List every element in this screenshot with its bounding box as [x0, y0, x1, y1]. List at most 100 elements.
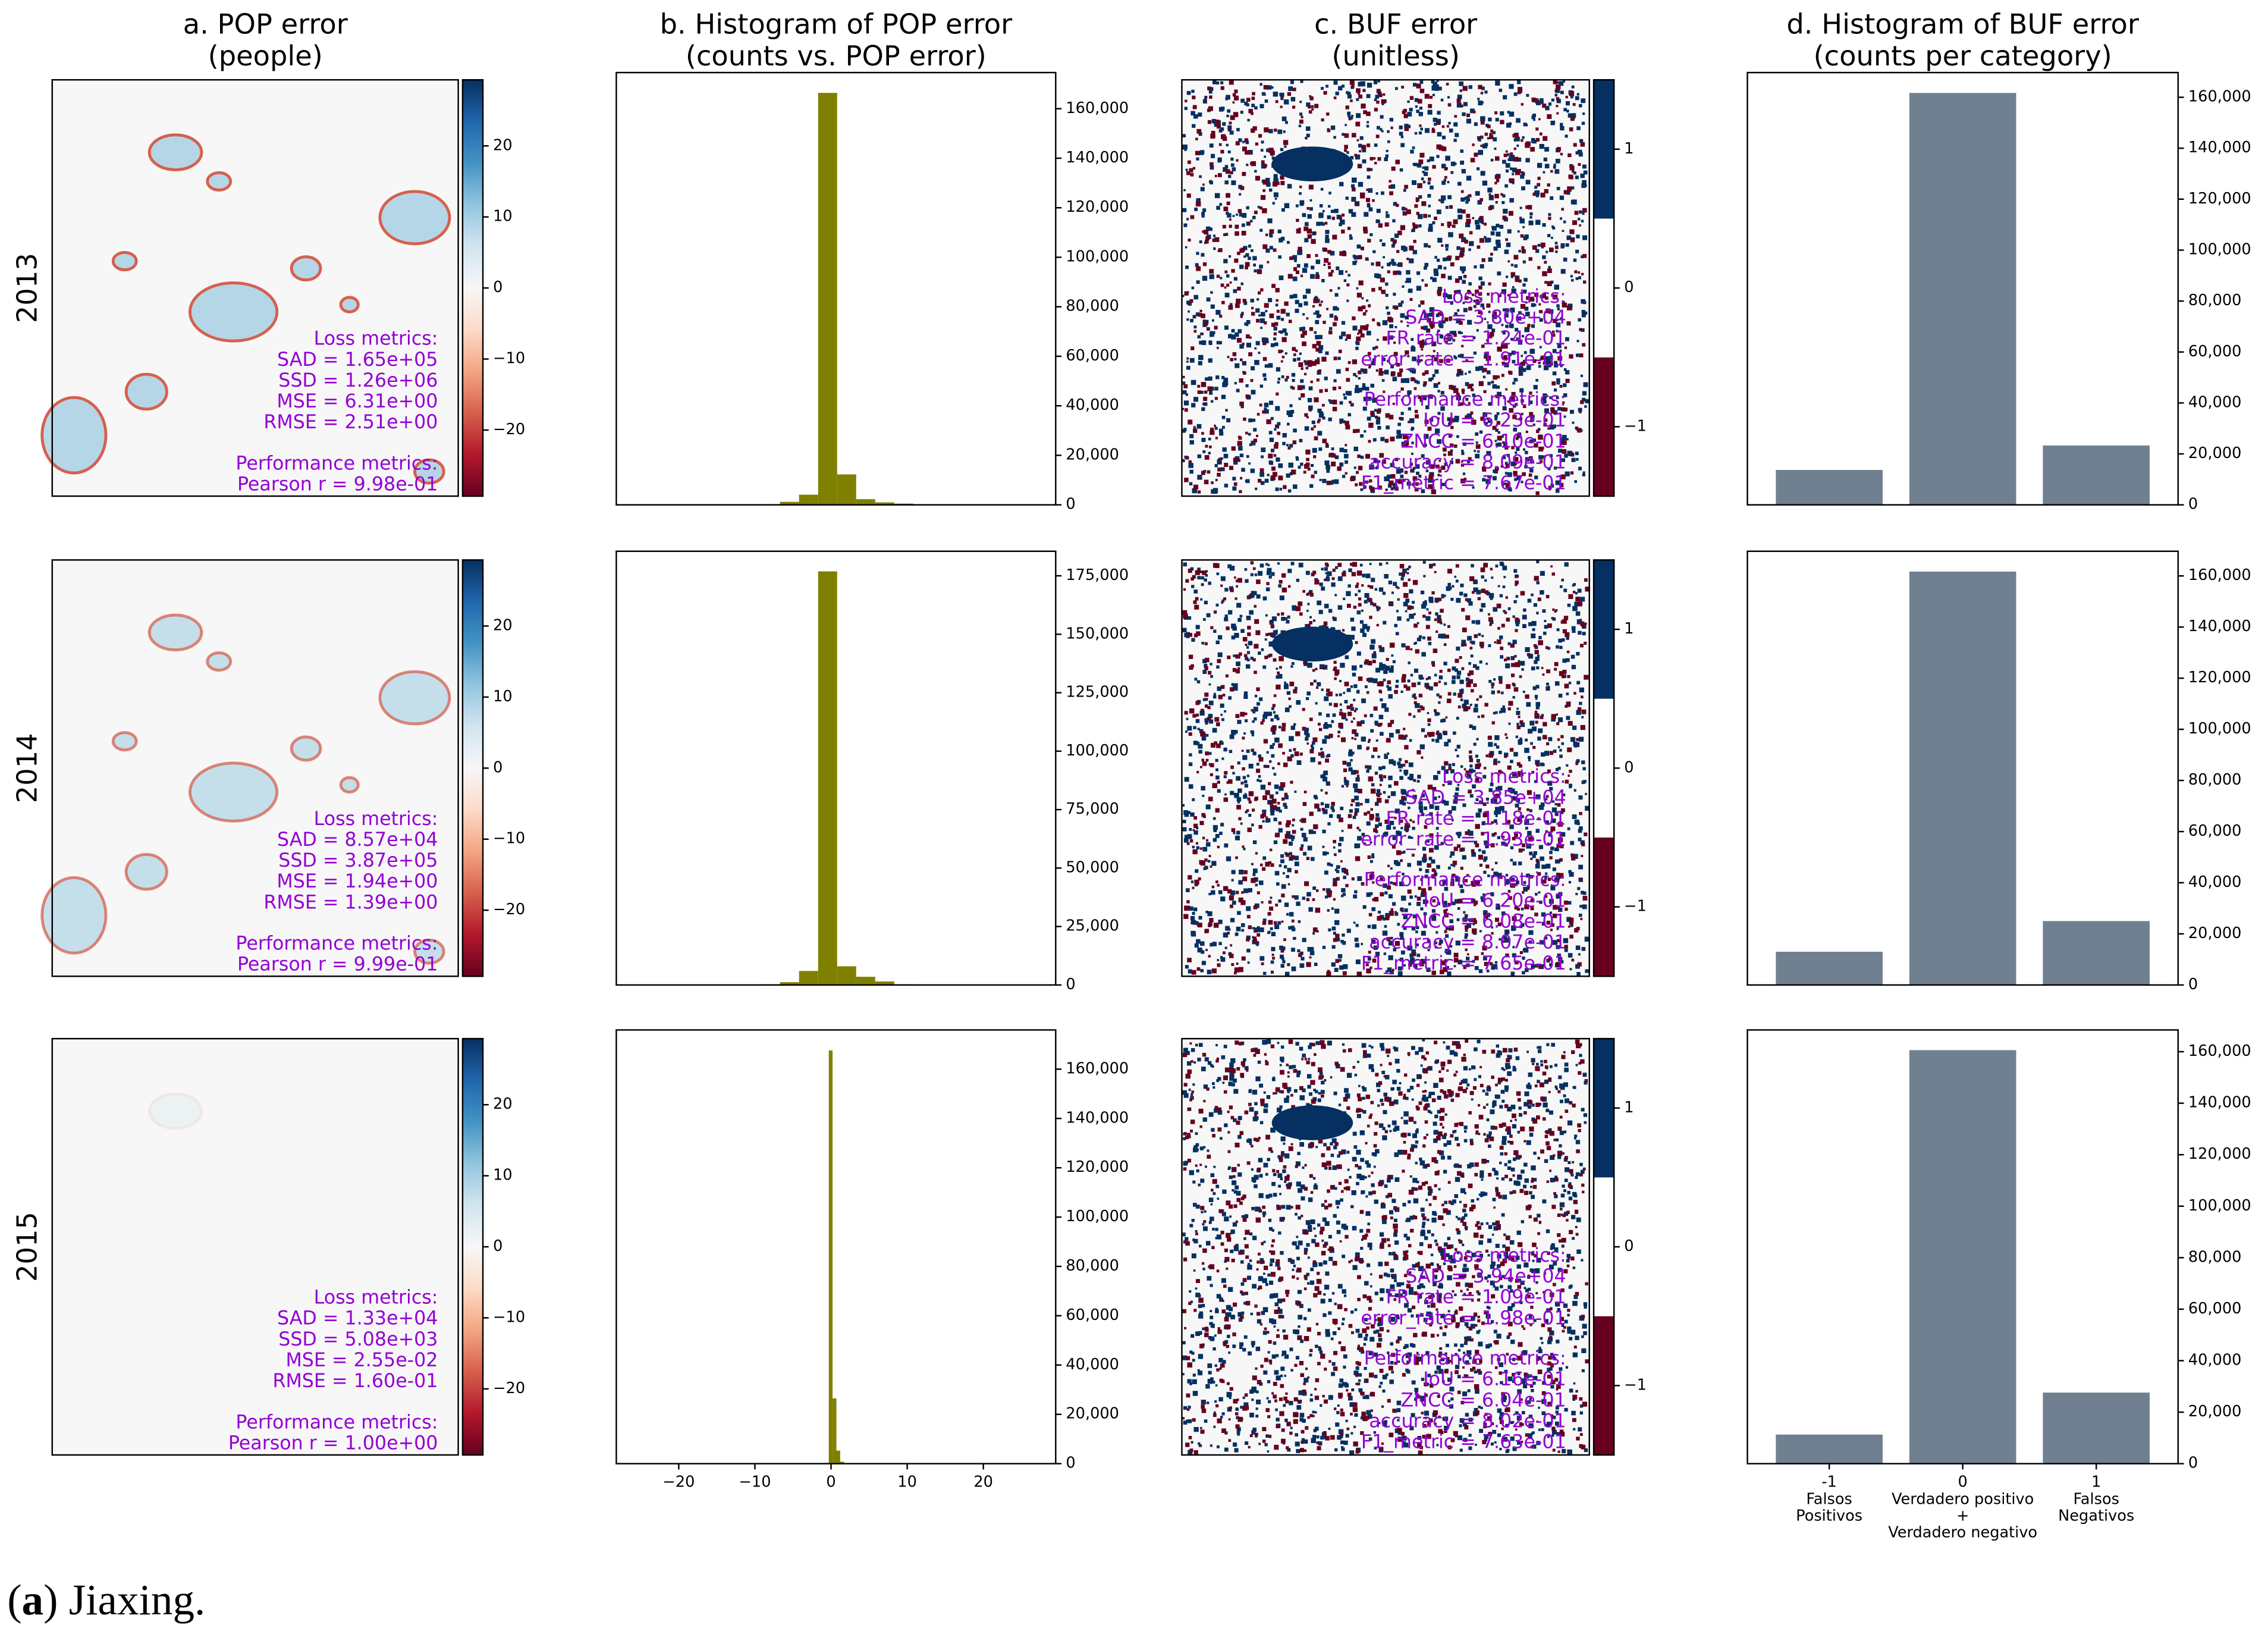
- y-tick-label: 20,000: [2188, 924, 2242, 942]
- colorbar-tick-label: 10: [493, 688, 513, 705]
- y-tick-label: 25,000: [1066, 917, 1119, 935]
- y-tick-label: 175,000: [1066, 566, 1129, 584]
- annotation: SAD = 3.85e+04: [1405, 787, 1566, 808]
- colorbar-segment: [1594, 1177, 1614, 1316]
- y-tick-label: 60,000: [2188, 343, 2242, 360]
- y-tick-label: 140,000: [2188, 617, 2251, 635]
- annotation: SAD = 3.80e+04: [1405, 307, 1566, 328]
- histogram-bar: [799, 494, 818, 505]
- annotation: SSD = 3.87e+05: [278, 850, 438, 871]
- annotation: RMSE = 2.51e+00: [263, 412, 438, 433]
- colorbar-tick-label: 10: [493, 1166, 513, 1184]
- colorbar-tick-label: 1: [1624, 620, 1634, 638]
- y-tick-label: 60,000: [2188, 1300, 2242, 1318]
- y-tick-label: 75,000: [1066, 800, 1119, 818]
- colorbar-tick-label: 0: [1624, 758, 1634, 776]
- colorbar-tick-label: −1: [1624, 417, 1647, 435]
- annotation: F1_metric = 7.65e-01: [1361, 953, 1566, 974]
- y-tick-label: 0: [2188, 976, 2198, 993]
- y-tick-label: 100,000: [2188, 1197, 2251, 1215]
- column-title: a. POP error: [183, 8, 348, 40]
- colorbar-tick-label: 0: [493, 1237, 502, 1255]
- column-title: b. Histogram of POP error: [660, 8, 1013, 40]
- error-blob: [189, 281, 279, 343]
- y-tick-label: 40,000: [1066, 1356, 1119, 1373]
- histogram-bar: [833, 1398, 837, 1464]
- colorbar-segment: [1594, 837, 1614, 977]
- annotation: SSD = 1.26e+06: [278, 370, 438, 391]
- y-tick-label: 160,000: [1066, 1059, 1129, 1077]
- colorbar-segment: [1594, 218, 1614, 357]
- colorbar-segment: [1594, 1316, 1614, 1456]
- y-tick-label: 40,000: [2188, 1351, 2242, 1369]
- annotation: Loss metrics:: [314, 328, 438, 350]
- histogram-bar: [840, 1461, 844, 1464]
- axes-frame: [1181, 559, 1590, 977]
- annotation: accuracy = 8.09e-01: [1369, 451, 1566, 473]
- annotation: MSE = 2.55e-02: [285, 1350, 438, 1371]
- y-tick-label: 140,000: [2188, 139, 2251, 156]
- annotation: Pearson r = 1.00e+00: [228, 1432, 438, 1454]
- annotation: IoU = 6.23e-01: [1423, 410, 1566, 431]
- y-tick-label: 160,000: [2188, 1042, 2251, 1060]
- noise-pixels: [1182, 80, 1587, 495]
- noise-pixels: [1182, 1039, 1588, 1456]
- y-tick-label: 20,000: [1066, 446, 1119, 463]
- x-tick-label: 0: [1958, 1473, 1968, 1491]
- error-blob: [111, 731, 138, 752]
- annotation: Loss metrics:: [1442, 766, 1566, 788]
- caption-part: ) Jiaxing.: [43, 1576, 205, 1624]
- colorbar-tick-label: 0: [1624, 278, 1634, 296]
- histogram-bar: [836, 1450, 840, 1464]
- annotation: SSD = 5.08e+03: [278, 1329, 438, 1350]
- colorbar-tick-label: 20: [493, 1095, 513, 1113]
- bar: [2043, 1392, 2150, 1464]
- y-tick-label: 60,000: [1066, 1306, 1119, 1324]
- axes-frame: [1181, 1037, 1590, 1456]
- y-tick-label: 0: [1066, 495, 1075, 513]
- annotation: error_rate = 1.91e-01: [1361, 349, 1566, 370]
- row-label: 2013: [11, 253, 43, 323]
- error-blob: [339, 296, 360, 313]
- histogram-bar: [856, 977, 875, 985]
- y-tick-label: 140,000: [1066, 1109, 1129, 1127]
- caption-part: a: [22, 1576, 44, 1624]
- y-tick-label: 140,000: [2188, 1094, 2251, 1112]
- column-title: (counts vs. POP error): [686, 40, 987, 72]
- category-description: +: [1956, 1507, 1969, 1525]
- annotation: FR rate = 1.24e-01: [1386, 328, 1566, 349]
- image-background: [1182, 80, 1590, 497]
- colorbar-segment: [1594, 80, 1614, 219]
- annotation: ZNCC = 6.04e-01: [1401, 1390, 1566, 1411]
- histogram-bar: [856, 499, 875, 505]
- y-tick-label: 160,000: [1066, 99, 1129, 117]
- y-tick-label: 100,000: [2188, 720, 2251, 738]
- annotation: MSE = 1.94e+00: [277, 871, 438, 892]
- annotation: Loss metrics:: [314, 808, 438, 830]
- annotation: Performance metrics:: [1364, 869, 1566, 890]
- annotation: Performance metrics:: [1364, 389, 1566, 410]
- error-blob: [111, 250, 138, 272]
- y-tick-label: 40,000: [2188, 393, 2242, 411]
- y-tick-label: 100,000: [1066, 742, 1129, 760]
- y-tick-label: 120,000: [1066, 1158, 1129, 1176]
- caption-part: (: [7, 1576, 21, 1624]
- error-blob: [147, 133, 203, 171]
- histogram-bar: [818, 571, 837, 985]
- colorbar-tick-label: 0: [493, 758, 502, 776]
- histogram-bar: [837, 474, 856, 505]
- image-background: [52, 1039, 458, 1456]
- colorbar-tick-label: −10: [493, 830, 525, 848]
- error-blob: [206, 171, 233, 192]
- x-tick-label: 1: [2091, 1473, 2101, 1491]
- annotation: Performance metrics:: [1364, 1348, 1566, 1369]
- x-tick-label: −10: [739, 1473, 771, 1491]
- y-tick-label: 120,000: [1066, 198, 1129, 216]
- annotation: error_rate = 1.98e-01: [1361, 1307, 1566, 1329]
- error-blob: [147, 613, 203, 652]
- colorbar: [462, 560, 483, 977]
- colorbar-tick-label: 0: [493, 278, 502, 296]
- row-label: 2015: [11, 1212, 43, 1282]
- row-label: 2014: [11, 733, 43, 803]
